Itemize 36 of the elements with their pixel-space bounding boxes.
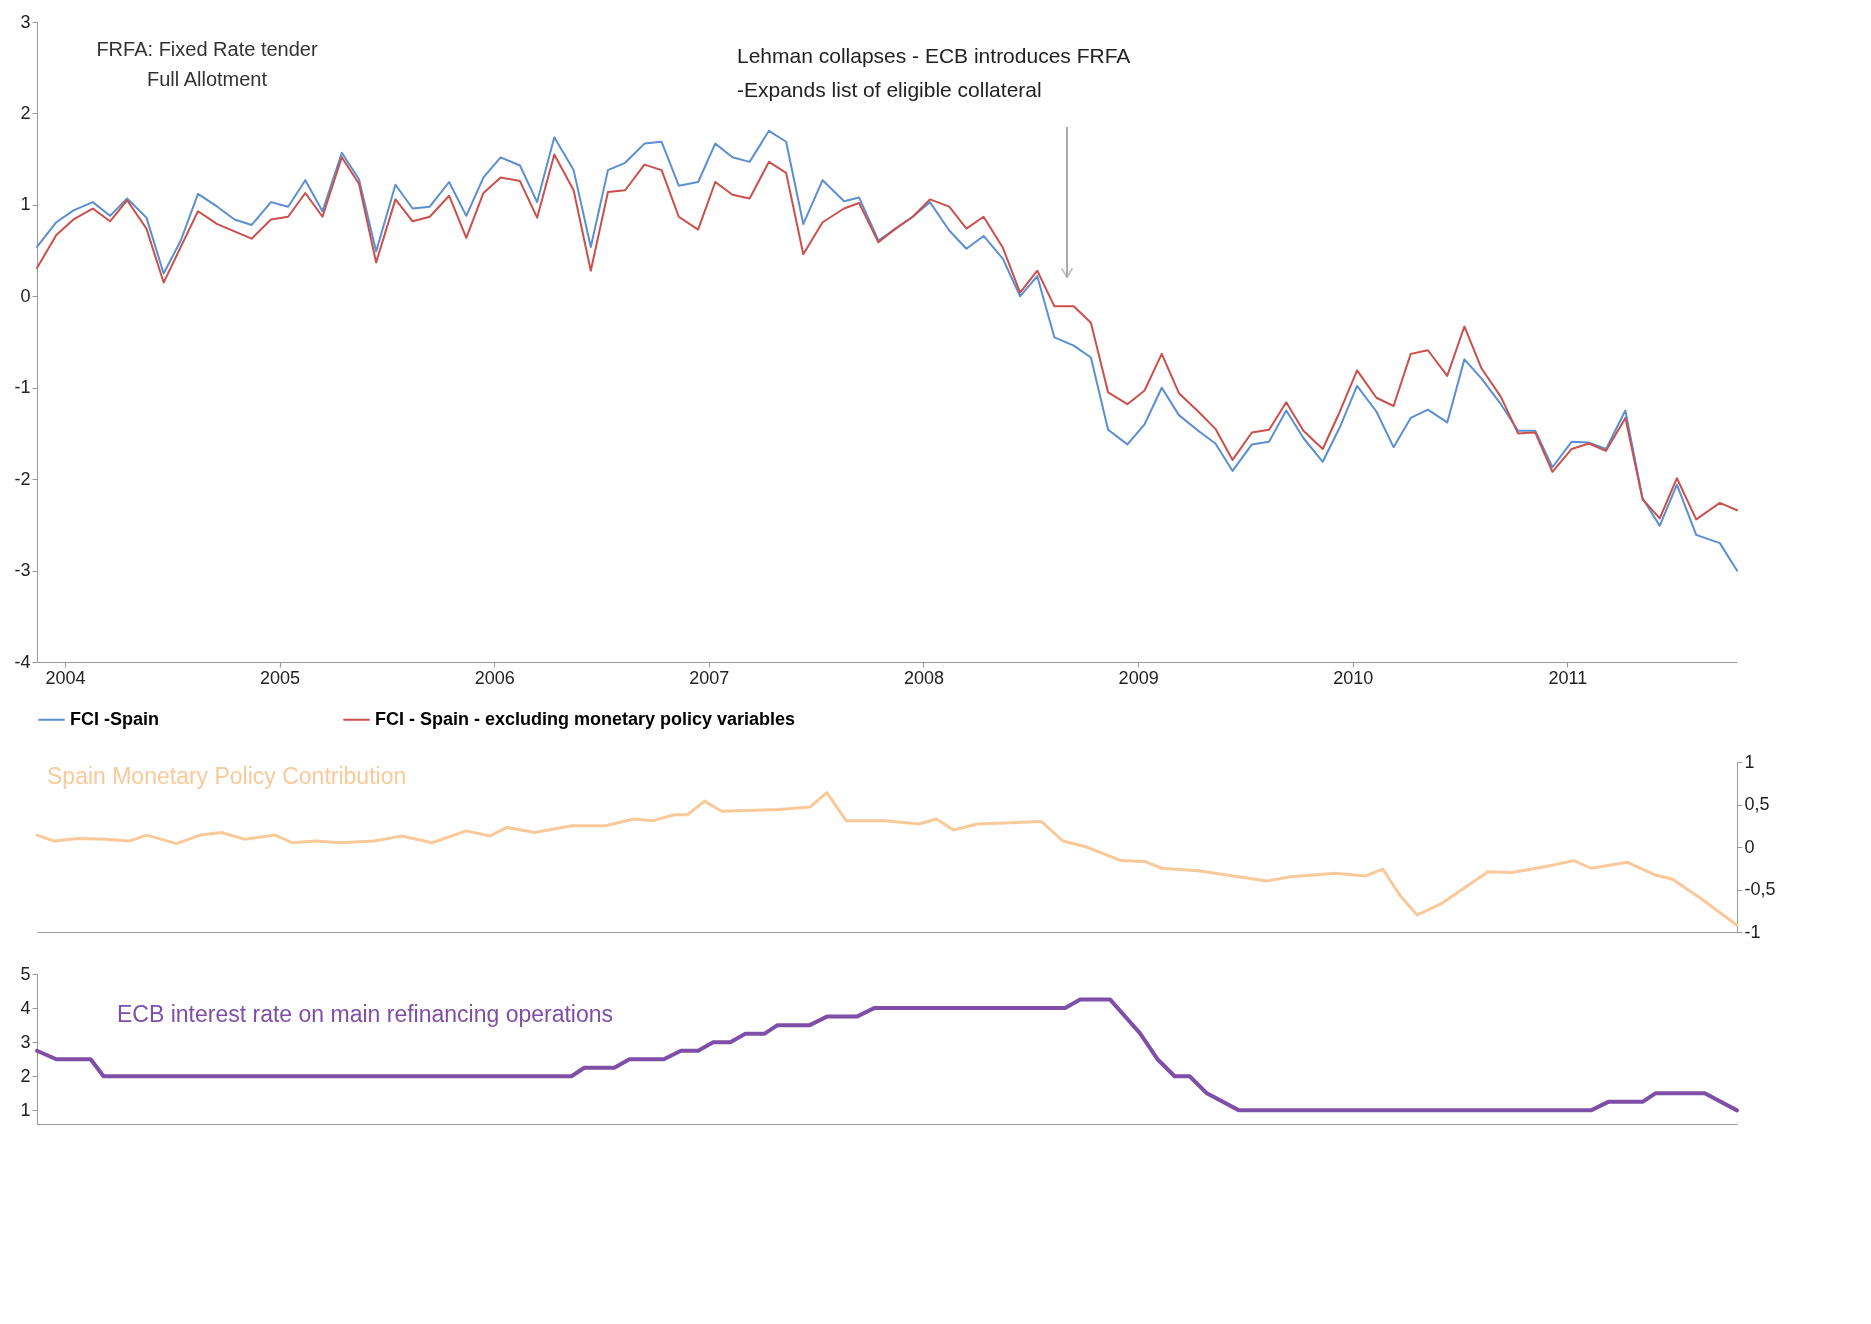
series-label: ECB interest rate on main refinancing operations: [117, 1001, 614, 1027]
y-tick-label: -2: [14, 468, 31, 489]
y-tick-label: 5: [20, 963, 31, 984]
x-tick-label: 2008: [903, 667, 945, 688]
x-tick-label: 2009: [1118, 667, 1159, 688]
x-tick-label: 2005: [260, 667, 301, 688]
x-tick-label: 2004: [45, 667, 86, 688]
x-tick-label: 2011: [1548, 667, 1588, 688]
y-tick-label: 1: [20, 1099, 31, 1120]
text: Spain Monetary Policy Contribution: [47, 763, 407, 789]
line-series: [36, 129, 1738, 572]
y-tick-label: 4: [20, 997, 31, 1018]
x-tick-label: 2007: [689, 667, 730, 688]
x-tick-label: 2006: [474, 667, 515, 688]
y-tick-label: -1: [14, 377, 31, 398]
y-tick-label: 2: [20, 102, 31, 123]
y-tick-label: 3: [20, 1031, 31, 1052]
y2-tick-label: -0,5: [1744, 879, 1776, 899]
annotation: FRFA: Fixed Rate tender Full Allotment: [96, 38, 318, 90]
y2-tick-label: 0: [1744, 836, 1755, 857]
y-tick-label: 0: [20, 285, 31, 306]
y-tick-label: 2: [20, 1065, 31, 1086]
line-series: [36, 153, 1738, 521]
y2-tick-label: -1: [1744, 921, 1761, 942]
y2-tick-label: 0,5: [1744, 794, 1770, 814]
y-tick-label: 1: [20, 194, 31, 215]
y-tick-label: 3: [20, 11, 31, 32]
legend-label: FCI -Spain: [70, 708, 159, 729]
y-tick-label: -4: [14, 651, 31, 672]
x-tick-label: 2010: [1333, 667, 1374, 688]
legend-label: FCI - Spain - excluding monetary policy variables: [375, 708, 796, 729]
line-series: [35, 997, 1739, 1113]
y2-tick-label: 1: [1744, 751, 1755, 772]
line-series: [35, 791, 1739, 927]
y-tick-label: -3: [14, 560, 31, 581]
annotation: Lehman collapses - ECB introduces FRFA -Expands list of eligible collateral: [737, 44, 1131, 101]
